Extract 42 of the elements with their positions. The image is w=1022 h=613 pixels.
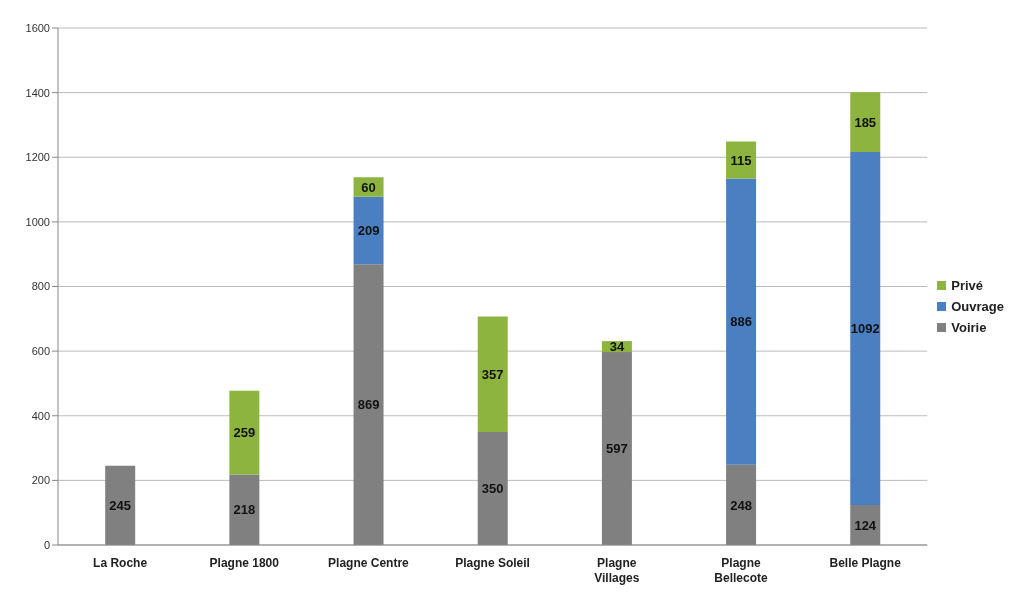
- data-label: 869: [357, 397, 380, 413]
- y-tick-label: 1400: [25, 86, 50, 99]
- x-tick-label: La Roche: [93, 556, 148, 570]
- data-label: 245: [109, 498, 132, 514]
- bar: [850, 92, 881, 153]
- bar: [477, 316, 508, 432]
- bar: [726, 178, 757, 465]
- y-tick-label: 800: [31, 280, 50, 293]
- x-tick-label: Plagne Villages: [594, 556, 640, 585]
- bar: [850, 152, 881, 505]
- data-label: 886: [730, 314, 752, 330]
- data-label: 209: [357, 223, 380, 239]
- legend-label: Voirie: [950, 320, 988, 335]
- x-tick-label: Plagne Bellecote: [714, 556, 768, 585]
- data-label: 60: [361, 179, 376, 195]
- x-tick-label: Plagne Centre: [328, 556, 410, 570]
- bar: [353, 196, 384, 265]
- data-label: 115: [730, 152, 752, 168]
- data-label: 357: [481, 366, 504, 382]
- y-tick-label: 600: [31, 345, 50, 358]
- legend-label: Privé: [950, 278, 985, 293]
- data-label: 259: [233, 425, 256, 441]
- y-tick-label: 200: [31, 474, 50, 487]
- y-tick-label: 0: [43, 538, 50, 551]
- data-label: 248: [730, 497, 752, 513]
- y-tick-label: 1600: [25, 21, 50, 34]
- data-label: 350: [481, 481, 504, 497]
- y-tick-label: 1200: [25, 151, 50, 164]
- bar: [229, 390, 260, 475]
- data-label: 218: [233, 502, 256, 518]
- y-tick-label: 1000: [25, 215, 50, 228]
- data-label: 124: [854, 517, 877, 533]
- data-label: 597: [606, 441, 628, 457]
- data-label: 34: [609, 339, 625, 355]
- x-tick-label: Plagne Soleil: [455, 556, 530, 570]
- bar: [726, 141, 757, 179]
- x-tick-label: Plagne 1800: [209, 556, 280, 570]
- data-label: 185: [854, 114, 877, 130]
- legend-label: Ouvrage: [950, 299, 1004, 314]
- x-tick-label: Belle Plagne: [829, 556, 902, 570]
- data-label: 1092: [850, 321, 880, 337]
- y-tick-label: 400: [31, 409, 50, 422]
